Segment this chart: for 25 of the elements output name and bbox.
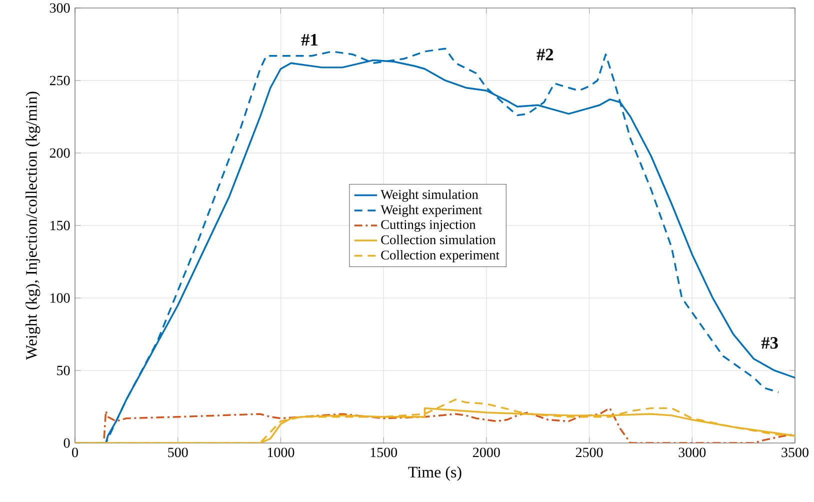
x-tick-label: 3000 <box>678 448 706 458</box>
x-tick-label: 3500 <box>782 448 808 458</box>
y-tick-label: 250 <box>50 76 70 86</box>
y-axis-title: Weight (kg), Injection/collection (kg/min) <box>26 92 40 360</box>
x-tick-label: 1500 <box>370 448 398 458</box>
legend-label: Collection experiment <box>381 250 500 262</box>
x-tick-label: 1000 <box>268 448 294 458</box>
annotation: #3 <box>761 337 778 349</box>
legend-label: Collection simulation <box>381 234 496 244</box>
annotation: #1 <box>301 34 318 46</box>
x-tick-label: 2000 <box>473 448 500 458</box>
y-tick-label: 100 <box>50 293 70 303</box>
y-tick-label: 200 <box>50 148 70 158</box>
y-tick-label: 300 <box>50 3 70 13</box>
y-tick-label: 50 <box>57 366 70 376</box>
legend-label: Weight experiment <box>380 204 482 217</box>
annotation: #2 <box>536 48 554 60</box>
legend-label: Weight simulation <box>380 190 478 202</box>
x-tick-label: 500 <box>168 448 188 458</box>
x-tick-label: 2500 <box>576 448 603 458</box>
y-tick-label: 150 <box>50 220 70 230</box>
legend-label: Cuttings injection <box>381 220 476 232</box>
y-tick-label: 0 <box>64 438 70 448</box>
x-axis-title: Time (s) <box>408 466 462 481</box>
x-tick-label: 0 <box>72 448 78 458</box>
